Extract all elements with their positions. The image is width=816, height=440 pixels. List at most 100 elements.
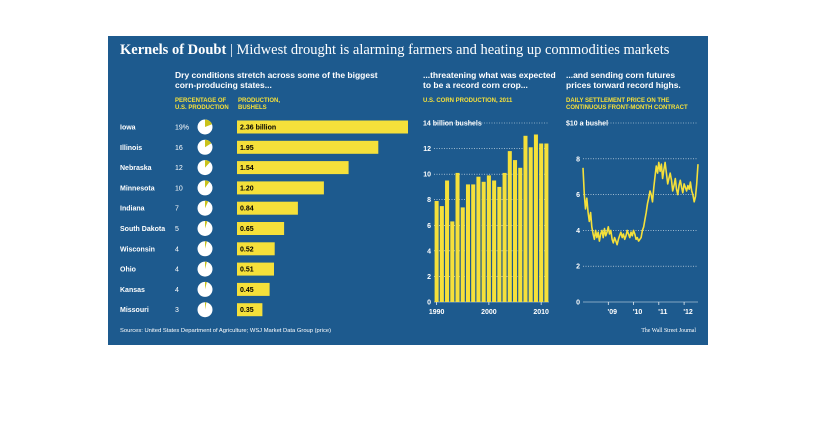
production-year-bar xyxy=(544,143,549,302)
state-label: Wisconsin xyxy=(120,246,155,253)
state-label: South Dakota xyxy=(120,226,165,233)
production-value-label: 0.84 xyxy=(240,206,254,213)
production-value-label: 0.52 xyxy=(240,246,254,253)
production-year-bar xyxy=(476,176,481,302)
production-year-bar xyxy=(497,186,502,302)
production-year-bar xyxy=(445,180,450,302)
production-column-header: PRODUCTION, BUSHELS xyxy=(238,98,280,111)
production-year-bar xyxy=(533,134,538,302)
percent-label: 5 xyxy=(175,226,179,233)
pie-slice xyxy=(205,221,208,229)
state-label: Nebraska xyxy=(120,165,152,172)
credit: The Wall Street Journal xyxy=(641,328,696,334)
percent-label: 3 xyxy=(175,307,179,314)
production-value-label: 0.35 xyxy=(240,307,254,314)
production-value-label: 1.20 xyxy=(240,185,254,192)
pie-slice xyxy=(205,180,210,188)
state-label: Illinois xyxy=(120,145,142,152)
y-tick-label: 12 xyxy=(423,146,431,153)
pie-slice xyxy=(205,261,207,270)
x-tick-label: '10 xyxy=(633,309,643,316)
x-tick-label: 2000 xyxy=(481,309,497,316)
production-bar xyxy=(237,201,298,215)
production-bar xyxy=(237,282,270,296)
price-heading: ...and sending corn futures prices torwa… xyxy=(566,70,681,90)
production-bar xyxy=(237,181,324,195)
y-tick-label: 10 xyxy=(423,172,431,179)
y-tick-label: 0 xyxy=(427,300,431,307)
states-heading: Dry conditions stretch across some of th… xyxy=(175,70,378,90)
production-year-bar xyxy=(455,172,460,302)
production-value-label: 1.54 xyxy=(240,165,254,172)
y-tick-label: 14 billion bushels xyxy=(423,121,482,128)
production-year-bar xyxy=(513,160,518,302)
state-label: Missouri xyxy=(120,307,149,314)
x-tick-label: '09 xyxy=(608,309,618,316)
state-label: Iowa xyxy=(120,125,136,132)
production-year-bar xyxy=(434,201,439,302)
charts-svg: Iowa 19% 2.36 billion Illinois 16 1.95 Nebrask… xyxy=(120,119,699,318)
pie-slice xyxy=(205,281,207,290)
percent-column-header: PERCENTAGE OF U.S. PRODUCTION xyxy=(175,98,229,111)
y-tick-label: 6 xyxy=(427,223,431,230)
production-year-bar xyxy=(439,206,444,302)
production-value-label: 2.36 billion xyxy=(240,125,276,132)
production-heading: ...threatening what was expected to be a… xyxy=(423,70,556,90)
headline-separator: | xyxy=(229,42,233,58)
price-subheading: DAILY SETTLEMENT PRICE ON THE CONTINUOUS… xyxy=(566,98,688,111)
state-label: Indiana xyxy=(120,206,145,213)
production-bar xyxy=(237,120,408,134)
percent-label: 12 xyxy=(175,165,183,172)
graphic-panel: Kernels of Doubt | Midwest drought is al… xyxy=(108,36,708,345)
production-value-label: 0.51 xyxy=(240,267,254,274)
production-value-label: 1.95 xyxy=(240,145,254,152)
y-tick-label: 4 xyxy=(576,228,580,235)
production-subheading: U.S. CORN PRODUCTION, 2011 xyxy=(423,98,513,104)
y-tick-label: 8 xyxy=(576,156,580,163)
price-line xyxy=(582,161,699,246)
production-value-label: 0.45 xyxy=(240,287,254,294)
y-tick-label: 6 xyxy=(576,192,580,199)
production-bar xyxy=(237,242,275,256)
percent-label: 16 xyxy=(175,145,183,152)
production-bar xyxy=(237,161,349,175)
y-tick-label: $10 a bushel xyxy=(566,121,608,128)
y-tick-label: 8 xyxy=(427,197,431,204)
state-label: Minnesota xyxy=(120,185,155,192)
production-year-bar xyxy=(528,147,533,302)
production-year-bar xyxy=(471,184,476,302)
pie-slice xyxy=(205,119,212,127)
pie-slice xyxy=(205,302,207,310)
production-bar xyxy=(237,262,274,276)
y-tick-label: 2 xyxy=(576,264,580,271)
production-year-bar xyxy=(450,221,455,302)
production-bar xyxy=(237,222,285,235)
pie-slice xyxy=(205,241,207,249)
percent-label: 4 xyxy=(175,246,179,253)
percent-label: 19% xyxy=(175,125,189,132)
y-tick-label: 0 xyxy=(576,300,580,307)
production-year-bar xyxy=(481,181,486,302)
production-year-bar xyxy=(465,184,470,302)
production-year-bar xyxy=(539,143,544,302)
percent-label: 10 xyxy=(175,185,183,192)
pie-slice xyxy=(205,200,209,209)
production-year-bar xyxy=(460,207,465,302)
production-value-label: 0.65 xyxy=(240,226,254,233)
production-bar xyxy=(237,140,379,154)
state-label: Kansas xyxy=(120,287,145,294)
pie-slice xyxy=(205,139,212,148)
percent-label: 4 xyxy=(175,267,179,274)
pie-slice xyxy=(205,160,211,168)
state-label: Ohio xyxy=(120,267,136,274)
x-tick-label: 2010 xyxy=(533,309,549,316)
y-tick-label: 4 xyxy=(427,248,431,255)
production-year-bar xyxy=(523,135,528,302)
headline-title: Kernels of Doubt xyxy=(120,42,227,58)
percent-label: 7 xyxy=(175,206,179,213)
production-year-bar xyxy=(492,180,497,302)
source-note: Sources: United States Department of Agr… xyxy=(120,328,332,334)
production-year-bar xyxy=(486,175,491,302)
x-tick-label: '12 xyxy=(683,309,693,316)
production-year-bar xyxy=(502,172,507,302)
